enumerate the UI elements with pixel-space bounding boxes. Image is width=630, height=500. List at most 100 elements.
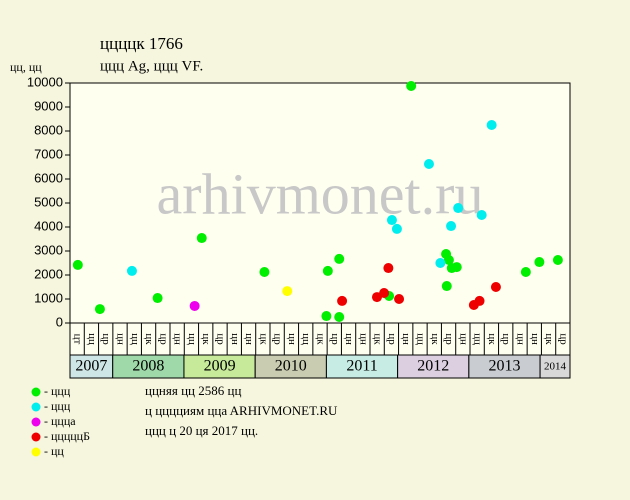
x-period-label: цн: [172, 333, 184, 345]
point: [391, 223, 402, 234]
x-period-label: цн: [514, 333, 526, 345]
x-period-label: цр: [557, 333, 569, 345]
x-period-label: цк: [314, 333, 326, 345]
x-period-label: цк: [257, 333, 269, 345]
point: [453, 203, 464, 214]
year-label: 2012: [417, 358, 449, 375]
x-period-label: цц: [414, 333, 426, 345]
x-period-label: цр: [157, 333, 169, 345]
point: [282, 286, 293, 297]
point: [152, 293, 163, 304]
legend-marker: [31, 402, 41, 412]
point: [379, 288, 390, 298]
point: [435, 258, 446, 268]
y-tick-label: 1000: [34, 290, 63, 305]
point: [322, 265, 333, 276]
legend-label: - цц: [44, 444, 64, 458]
point: [520, 267, 531, 277]
point: [189, 300, 200, 311]
point: [383, 263, 394, 274]
year-label: 2014: [544, 361, 567, 373]
legend-label: - цццццБ: [44, 429, 90, 443]
x-period-label: цр: [500, 333, 512, 345]
point: [441, 281, 452, 292]
watermark: arhivmonet.ru: [157, 161, 484, 226]
x-period-label: цр: [386, 333, 398, 345]
x-period-label: цн: [400, 333, 412, 345]
year-label: 2007: [75, 358, 107, 375]
period-strip: [69, 322, 571, 356]
point: [451, 262, 462, 273]
y-tick-label: 6000: [34, 170, 63, 185]
x-period-label: цц: [472, 333, 484, 345]
y-tick-label: 5000: [34, 194, 63, 209]
point: [552, 255, 563, 265]
point: [534, 257, 545, 268]
x-period-label: цц: [300, 333, 312, 345]
x-period-label: цц: [186, 333, 198, 345]
point: [474, 295, 485, 306]
point: [423, 159, 434, 169]
x-period-label: цт: [72, 334, 84, 345]
legend-label: - ццц: [44, 384, 71, 398]
note: ц цццциям ццa ARHIVMONET.RU: [145, 403, 338, 418]
x-period-label: цр: [329, 333, 341, 345]
x-period-label: цк: [200, 333, 212, 345]
x-period-label: цн: [357, 333, 369, 345]
year-label: 2011: [346, 358, 377, 375]
point: [334, 253, 345, 264]
x-period-label: цн: [229, 333, 241, 345]
year-label: 2009: [204, 358, 236, 375]
x-period-label: цц: [86, 333, 98, 345]
year-label: 2013: [488, 358, 520, 375]
legend-marker: [31, 417, 41, 427]
note: ццняя цц 2586 цц: [145, 383, 241, 398]
x-period-label: цн: [114, 333, 126, 345]
x-period-label: цк: [486, 333, 498, 345]
note: ццц ц 20 ця 2017 цц.: [145, 423, 258, 438]
point: [334, 312, 345, 322]
point: [486, 120, 497, 130]
point: [196, 233, 207, 244]
y-tick-label: 0: [56, 314, 63, 329]
x-period-label: цн: [529, 333, 541, 345]
legend-label: - ццц: [44, 399, 71, 413]
point: [406, 81, 417, 91]
chart-title: ццццк 1766: [100, 34, 183, 53]
legend-marker: [31, 432, 41, 442]
x-period-label: цр: [443, 333, 455, 345]
point: [72, 259, 83, 270]
point: [490, 282, 501, 292]
y-tick-label: 2000: [34, 266, 63, 281]
chart-subtitle: ццц Ag, ццц VF.: [100, 58, 203, 74]
y-tick-label: 3000: [34, 242, 63, 257]
y-tick-label: 8000: [34, 122, 63, 137]
x-period-label: цц: [129, 333, 141, 345]
y-tick-label: 10000: [27, 74, 63, 89]
y-tick-label: 4000: [34, 218, 63, 233]
point: [259, 267, 270, 277]
y-axis-label: цц, цц: [10, 60, 42, 74]
x-period-label: цн: [457, 333, 469, 345]
x-period-label: цр: [272, 333, 284, 345]
point: [446, 221, 457, 232]
x-period-label: цн: [343, 333, 355, 345]
x-period-label: цк: [429, 333, 441, 345]
x-period-label: цк: [543, 333, 555, 345]
point: [321, 311, 332, 322]
legend-marker: [31, 387, 41, 397]
y-tick-label: 9000: [34, 98, 63, 113]
point: [94, 304, 105, 315]
legend-marker: [31, 447, 41, 457]
x-period-label: цр: [214, 333, 226, 345]
x-period-label: цр: [100, 333, 112, 345]
point: [443, 255, 454, 265]
year-label: 2008: [132, 358, 164, 375]
x-period-label: цн: [286, 333, 298, 345]
year-label: 2010: [275, 358, 307, 375]
plot-area: [69, 82, 571, 324]
point: [126, 265, 137, 276]
point: [476, 210, 487, 220]
point: [337, 295, 348, 306]
